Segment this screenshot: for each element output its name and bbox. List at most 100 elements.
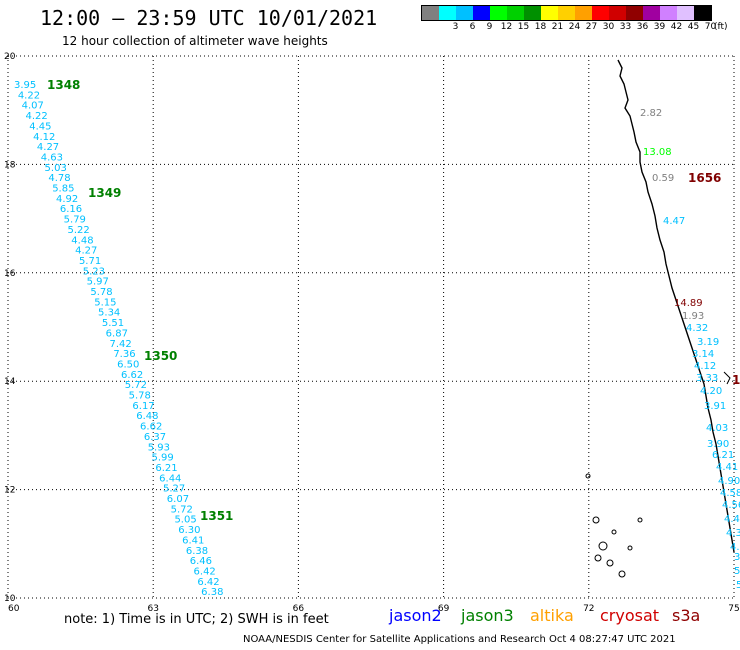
island-shape [594, 554, 602, 562]
scale-swatch [575, 6, 592, 20]
scale-swatch [473, 6, 490, 20]
swh-value: 3.33 [696, 373, 718, 384]
scale-label: 30 [602, 22, 615, 32]
swh-value: 13.08 [643, 147, 672, 158]
satellite-jason2: jason2 [389, 606, 442, 625]
swh-value: 4.48 [71, 235, 93, 246]
swh-value: 6.07 [167, 494, 189, 505]
swh-value: 4.22 [25, 111, 47, 122]
swh-value: 4.56 [722, 500, 740, 511]
swh-value: 5.51 [102, 318, 124, 329]
scale-swatch [422, 6, 439, 20]
island-shape [585, 473, 591, 479]
swh-value: 5.72 [171, 504, 193, 515]
swh-value: 4.41 [716, 462, 738, 473]
pass-id: 1656 [688, 171, 721, 185]
x-tick-label: 75 [728, 604, 739, 614]
satellite-cryosat: cryosat [600, 606, 660, 625]
x-tick-label: 69 [438, 604, 450, 614]
swh-value: 5.97 [87, 277, 109, 288]
scale-swatch [609, 6, 626, 20]
swh-value: 3.14 [692, 349, 714, 360]
coastline [585, 59, 735, 578]
swh-value: 4.58 [720, 488, 740, 499]
scale-label: 6 [469, 22, 476, 32]
swh-value: 5.79 [64, 215, 86, 226]
swh-value: 6.16 [60, 204, 82, 215]
scale-label: 70 [704, 22, 717, 32]
swh-value: 4.32 [686, 323, 708, 334]
swh-value: 4.31 [726, 528, 740, 539]
pass-id: 1350 [144, 349, 177, 363]
swh-value: 4.12 [694, 361, 716, 372]
swh-value: 5.23 [83, 266, 105, 277]
swh-value: 4.92 [56, 194, 78, 205]
swh-value: 6.48 [136, 411, 158, 422]
pass-id: 1348 [47, 78, 80, 92]
scale-label: 36 [636, 22, 649, 32]
scale-swatch [439, 6, 456, 20]
swh-value: 6.17 [132, 401, 154, 412]
swh-value: 6.50 [117, 359, 139, 370]
scale-unit: (ft) [714, 22, 728, 32]
island-shape [592, 516, 600, 524]
swh-value: 5.05 [174, 515, 196, 526]
scale-label: 42 [670, 22, 683, 32]
scale-label: 15 [517, 22, 530, 32]
scale-swatch [541, 6, 558, 20]
swh-value: 0.59 [652, 173, 674, 184]
swh-value: 5.22 [67, 225, 89, 236]
swh-value: 5.72 [125, 380, 147, 391]
coastline-path [617, 59, 735, 553]
swh-value: 6.62 [140, 422, 162, 433]
page-title: 12:00 – 23:59 UTC 10/01/2021 [40, 6, 378, 30]
coastline-detail [723, 371, 731, 385]
swh-value: 3.91 [704, 401, 726, 412]
scale-swatch [456, 6, 473, 20]
swh-value: 5.03 [45, 163, 67, 174]
scale-swatch [694, 6, 711, 20]
swh-value: 4.03 [706, 423, 728, 434]
swh-value: 5.34 [98, 308, 120, 319]
page-subtitle: 12 hour collection of altimeter wave hei… [62, 34, 328, 48]
swh-value: 6.21 [155, 463, 177, 474]
satellite-altika: altika [530, 606, 574, 625]
swh-value: 5.62 [734, 566, 740, 577]
scale-swatch [592, 6, 609, 20]
swh-value: 4.18 [730, 542, 740, 553]
swh-value: 5.78 [90, 287, 112, 298]
swh-value: 1.93 [682, 311, 704, 322]
y-tick-label: 18 [4, 160, 16, 170]
scale-label: 9 [486, 22, 493, 32]
map-grid [7, 55, 735, 599]
scale-swatch [626, 6, 643, 20]
swh-value: 5.71 [79, 256, 101, 267]
swh-value: 5.27 [163, 484, 185, 495]
swh-value: 14.89 [674, 298, 703, 309]
scale-label: 33 [619, 22, 632, 32]
swh-value: 5.93 [148, 442, 170, 453]
swh-value: 4.47 [663, 216, 685, 227]
east-track: 2.8213.080.594.4714.891.934.323.193.144.… [640, 108, 740, 591]
swh-value: 4.07 [22, 101, 44, 112]
scale-swatch [490, 6, 507, 20]
swh-value: 7.36 [113, 349, 135, 360]
y-tick-label: 14 [4, 377, 16, 387]
swh-value: 6.37 [144, 432, 166, 443]
y-tick-label: 16 [4, 269, 16, 279]
island-shape [606, 559, 614, 567]
swh-value: 6.38 [201, 587, 223, 598]
swh-value: 4.27 [37, 142, 59, 153]
west-track: 3.954.224.074.224.454.124.274.635.034.78… [14, 80, 223, 598]
scale-label: 27 [585, 22, 598, 32]
swh-value: 6.62 [121, 370, 143, 381]
satellite-s3a: s3a [672, 606, 701, 625]
color-scale [421, 5, 712, 21]
swh-value: 2.82 [640, 108, 662, 119]
swh-value: 6.42 [197, 577, 219, 588]
y-tick-label: 20 [4, 52, 16, 62]
scale-label: 3 [452, 22, 459, 32]
x-tick-label: 60 [8, 604, 20, 614]
scale-swatch [643, 6, 660, 20]
